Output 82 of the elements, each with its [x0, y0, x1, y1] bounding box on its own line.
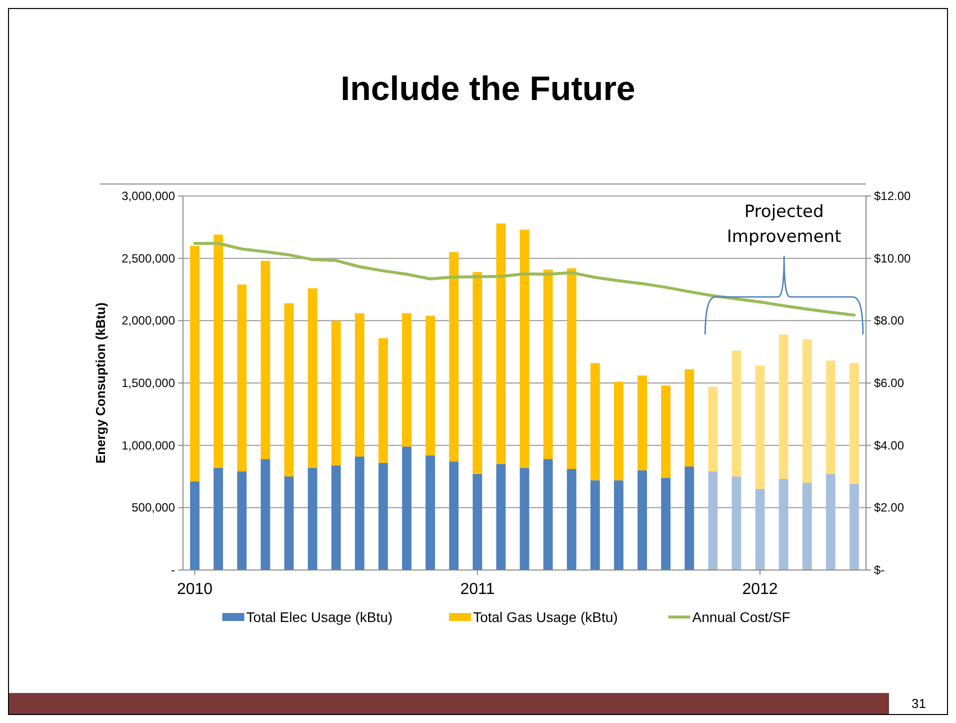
- bar: [260, 260, 270, 460]
- bar: [260, 459, 270, 570]
- bar: [614, 382, 624, 480]
- bar: [590, 363, 600, 480]
- bar: [308, 288, 318, 468]
- bar: [472, 272, 482, 474]
- y-tick-label: 2,000,000: [122, 314, 176, 328]
- bar: [826, 474, 836, 570]
- y2-tick-label: $2.00: [874, 500, 904, 515]
- y-tick-label: -: [171, 563, 175, 577]
- y-tick-label: 1,500,000: [122, 376, 176, 390]
- bar: [496, 223, 506, 464]
- y-tick-label: 500,000: [132, 500, 176, 515]
- text: 31: [912, 696, 926, 711]
- y-tick-label: 1,000,000: [122, 438, 176, 452]
- bar: [850, 363, 859, 484]
- bar: [426, 455, 436, 570]
- legend-label: Total Gas Usage (kBtu): [473, 609, 618, 625]
- bar: [378, 338, 388, 463]
- bar: [237, 284, 247, 472]
- bar: [778, 478, 788, 570]
- bar: [426, 316, 436, 456]
- y-tick-label: 3,000,000: [122, 189, 176, 203]
- bar: [590, 480, 600, 570]
- bar: [354, 313, 364, 457]
- annotation: Projected Improvement: [726, 202, 842, 247]
- bar: [826, 360, 836, 474]
- bar: [566, 268, 576, 470]
- bar: [354, 456, 364, 570]
- y2-tick-label: $-: [874, 563, 885, 577]
- bar: [708, 472, 718, 570]
- bar: [402, 313, 412, 447]
- bar: [331, 465, 341, 570]
- x-tick-label: 2012: [742, 581, 778, 598]
- bar: [284, 476, 294, 570]
- bar: [566, 469, 576, 570]
- bar: [402, 446, 412, 570]
- bar: [284, 303, 294, 476]
- y2-tick-label: $4.00: [874, 438, 904, 452]
- bar: [378, 462, 388, 570]
- bar: [732, 350, 742, 476]
- bar: [520, 230, 530, 468]
- y-axis-title: Energy Consuption (kBtu): [93, 302, 108, 464]
- bar: [520, 468, 530, 570]
- bar: [684, 369, 694, 467]
- y-tick-label: 2,500,000: [122, 251, 176, 266]
- bar: [850, 484, 859, 570]
- y2-tick-label: $10.00: [874, 251, 912, 266]
- bar: [802, 482, 812, 570]
- bar: [732, 476, 742, 570]
- bar: [614, 480, 624, 570]
- bar: [190, 481, 200, 570]
- x-tick-label: 2010: [176, 581, 213, 598]
- bar: [543, 270, 553, 460]
- bar: [449, 252, 459, 462]
- legend-label: Total Elec Usage (kBtu): [246, 609, 393, 625]
- bar: [684, 466, 694, 570]
- bar: [661, 478, 671, 570]
- legend-label: Annual Cost/SF: [692, 609, 790, 625]
- bar: [308, 468, 318, 570]
- bar: [661, 385, 671, 478]
- bar: [496, 464, 506, 570]
- bar: [237, 472, 247, 570]
- bar: [331, 320, 341, 466]
- bar: [214, 468, 224, 570]
- y2-tick-label: $12.00: [874, 189, 912, 203]
- y2-tick-label: $8.00: [874, 314, 904, 328]
- bar: [755, 488, 765, 570]
- bar: [190, 246, 200, 482]
- bar: [449, 462, 459, 570]
- bar: [543, 459, 553, 570]
- chart-title: Include the Future: [340, 70, 636, 108]
- bar: [638, 470, 647, 570]
- bar: [708, 386, 718, 472]
- bar: [778, 334, 788, 479]
- bar: [755, 366, 765, 489]
- bar: [638, 376, 647, 470]
- y2-tick-label: $6.00: [874, 376, 904, 390]
- bar: [802, 339, 812, 483]
- x-tick-label: 2011: [460, 581, 495, 598]
- bar: [472, 474, 482, 570]
- bar: [214, 234, 224, 468]
